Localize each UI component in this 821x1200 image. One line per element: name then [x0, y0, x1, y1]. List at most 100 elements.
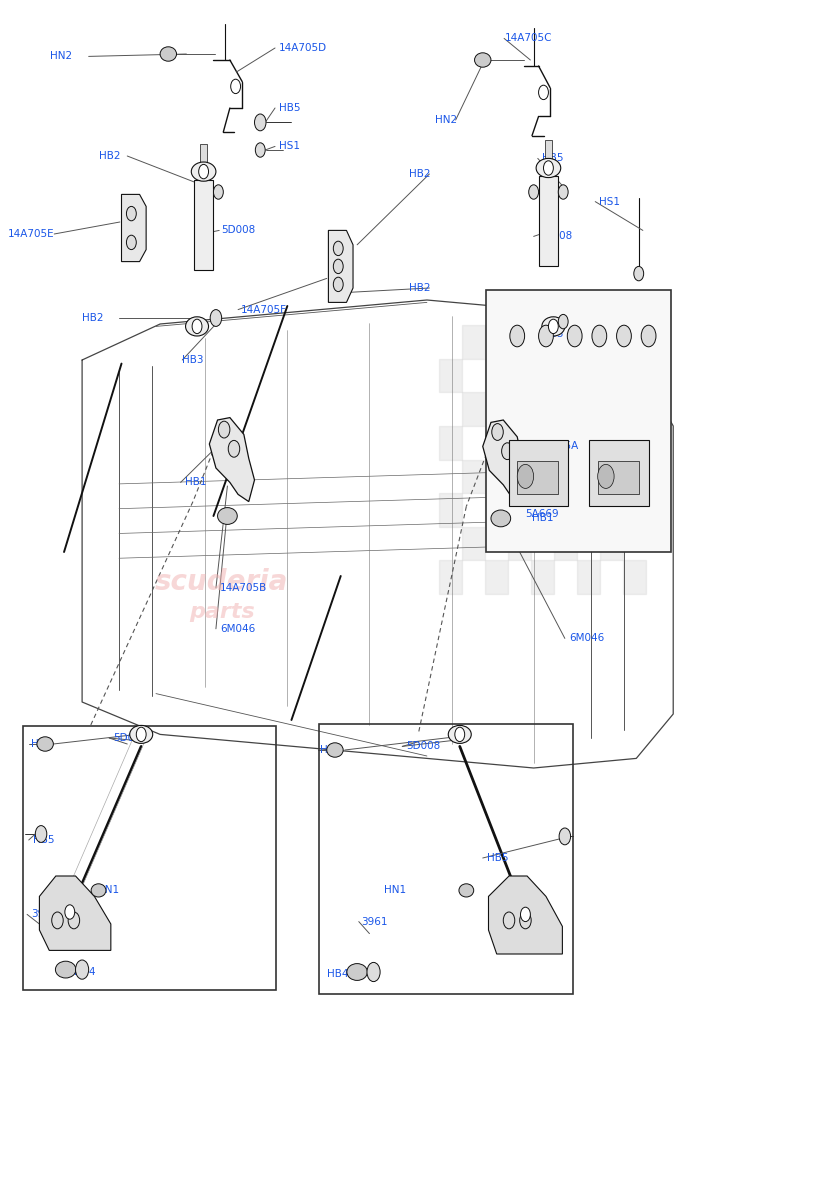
- Text: 5A669: 5A669: [525, 509, 559, 518]
- Text: HB1: HB1: [185, 478, 206, 487]
- Ellipse shape: [514, 905, 537, 924]
- Bar: [508, 392, 531, 426]
- Circle shape: [510, 325, 525, 347]
- Text: 14A705F: 14A705F: [241, 305, 287, 314]
- Text: HB1: HB1: [532, 478, 553, 487]
- Bar: [485, 426, 508, 460]
- Polygon shape: [483, 420, 528, 504]
- Circle shape: [634, 266, 644, 281]
- Bar: [485, 560, 508, 594]
- Circle shape: [35, 826, 47, 842]
- Text: HN1: HN1: [384, 886, 406, 895]
- Circle shape: [559, 828, 571, 845]
- Circle shape: [126, 206, 136, 221]
- Bar: [623, 560, 646, 594]
- Text: 3961: 3961: [361, 917, 388, 926]
- Bar: [462, 460, 485, 493]
- Bar: [508, 325, 531, 359]
- Bar: [462, 527, 485, 560]
- Text: HB4: HB4: [74, 967, 95, 977]
- Bar: [531, 493, 554, 527]
- Bar: [200, 144, 207, 180]
- Text: 3961: 3961: [31, 910, 57, 919]
- Polygon shape: [39, 876, 111, 950]
- Polygon shape: [328, 230, 353, 302]
- Circle shape: [544, 161, 553, 175]
- Text: 5D008: 5D008: [113, 733, 148, 743]
- Circle shape: [517, 464, 534, 488]
- Bar: [623, 426, 646, 460]
- Circle shape: [617, 325, 631, 347]
- Bar: [439, 560, 462, 594]
- Bar: [319, 724, 573, 994]
- Bar: [623, 493, 646, 527]
- Bar: [577, 359, 600, 392]
- Circle shape: [539, 325, 553, 347]
- Bar: [439, 426, 462, 460]
- Circle shape: [218, 421, 230, 438]
- Polygon shape: [209, 418, 255, 502]
- Text: HB2: HB2: [82, 313, 103, 323]
- Ellipse shape: [347, 964, 368, 980]
- Bar: [508, 460, 531, 493]
- Circle shape: [502, 443, 513, 460]
- Circle shape: [255, 114, 266, 131]
- Circle shape: [641, 325, 656, 347]
- Text: HB2: HB2: [409, 169, 430, 179]
- Circle shape: [592, 325, 607, 347]
- Text: HB5: HB5: [487, 853, 508, 863]
- Ellipse shape: [448, 725, 471, 743]
- Circle shape: [548, 319, 558, 334]
- Polygon shape: [122, 194, 146, 262]
- Ellipse shape: [459, 883, 474, 898]
- Bar: [600, 325, 623, 359]
- Bar: [577, 426, 600, 460]
- Text: HB1: HB1: [220, 442, 241, 451]
- Circle shape: [210, 310, 222, 326]
- Bar: [23, 726, 276, 990]
- Text: 5D008: 5D008: [538, 232, 572, 241]
- Circle shape: [598, 464, 614, 488]
- Text: HB5: HB5: [33, 835, 54, 845]
- Ellipse shape: [536, 158, 561, 178]
- Bar: [486, 290, 671, 552]
- Bar: [577, 560, 600, 594]
- Text: HN2: HN2: [320, 745, 342, 755]
- Text: HB2: HB2: [409, 283, 430, 293]
- Bar: [554, 527, 577, 560]
- Circle shape: [521, 907, 530, 922]
- Text: scuderia: scuderia: [155, 568, 288, 596]
- Ellipse shape: [191, 162, 216, 181]
- Bar: [517, 461, 558, 494]
- Text: 14A705D: 14A705D: [279, 43, 328, 53]
- Bar: [554, 392, 577, 426]
- Circle shape: [65, 905, 75, 919]
- Circle shape: [126, 235, 136, 250]
- Circle shape: [333, 277, 343, 292]
- Circle shape: [76, 960, 89, 979]
- Bar: [508, 527, 531, 560]
- Text: HB4: HB4: [327, 970, 348, 979]
- Circle shape: [228, 440, 240, 457]
- Ellipse shape: [475, 53, 491, 67]
- Circle shape: [529, 185, 539, 199]
- Text: 14A705B: 14A705B: [220, 583, 268, 593]
- Ellipse shape: [91, 883, 106, 898]
- Bar: [531, 359, 554, 392]
- Ellipse shape: [218, 508, 237, 524]
- Bar: [531, 560, 554, 594]
- Bar: [462, 392, 485, 426]
- Ellipse shape: [327, 743, 343, 757]
- Bar: [623, 359, 646, 392]
- Bar: [439, 493, 462, 527]
- Text: HB1: HB1: [532, 514, 553, 523]
- Circle shape: [503, 912, 515, 929]
- Ellipse shape: [37, 737, 53, 751]
- Text: 14A705A: 14A705A: [532, 442, 580, 451]
- Circle shape: [539, 85, 548, 100]
- Text: HN2: HN2: [31, 739, 53, 749]
- Circle shape: [231, 79, 241, 94]
- Text: HB2: HB2: [99, 151, 120, 161]
- Bar: [600, 392, 623, 426]
- Bar: [589, 440, 649, 506]
